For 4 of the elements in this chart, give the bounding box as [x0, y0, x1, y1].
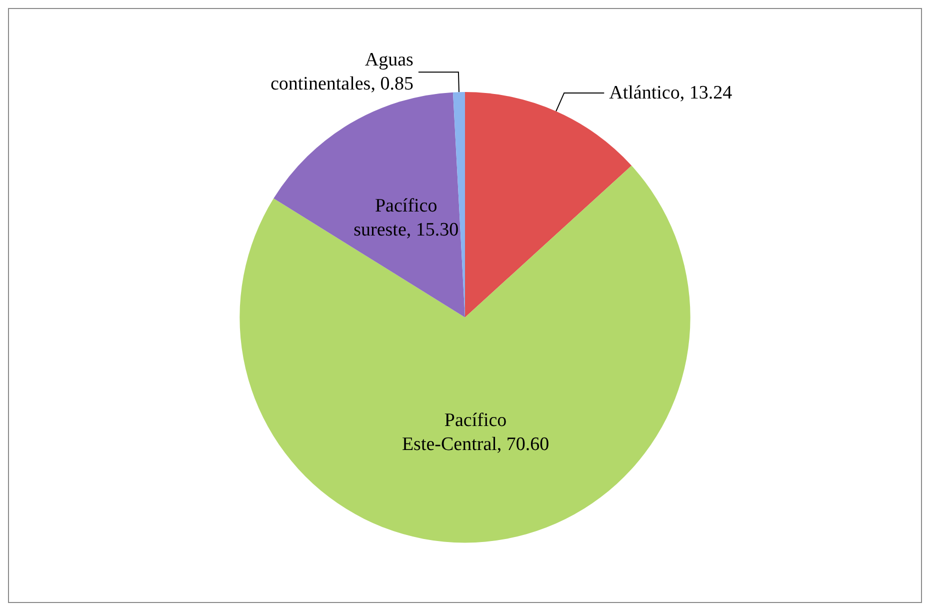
slice-label: Aguas continentales, 0.85 [270, 50, 414, 95]
slice-label: Atlántico, 13.24 [609, 82, 733, 104]
slice-label: Pacífico sureste, 15.30 [354, 195, 459, 240]
slice-label: Pacífico Este-Central, 70.60 [402, 410, 550, 456]
